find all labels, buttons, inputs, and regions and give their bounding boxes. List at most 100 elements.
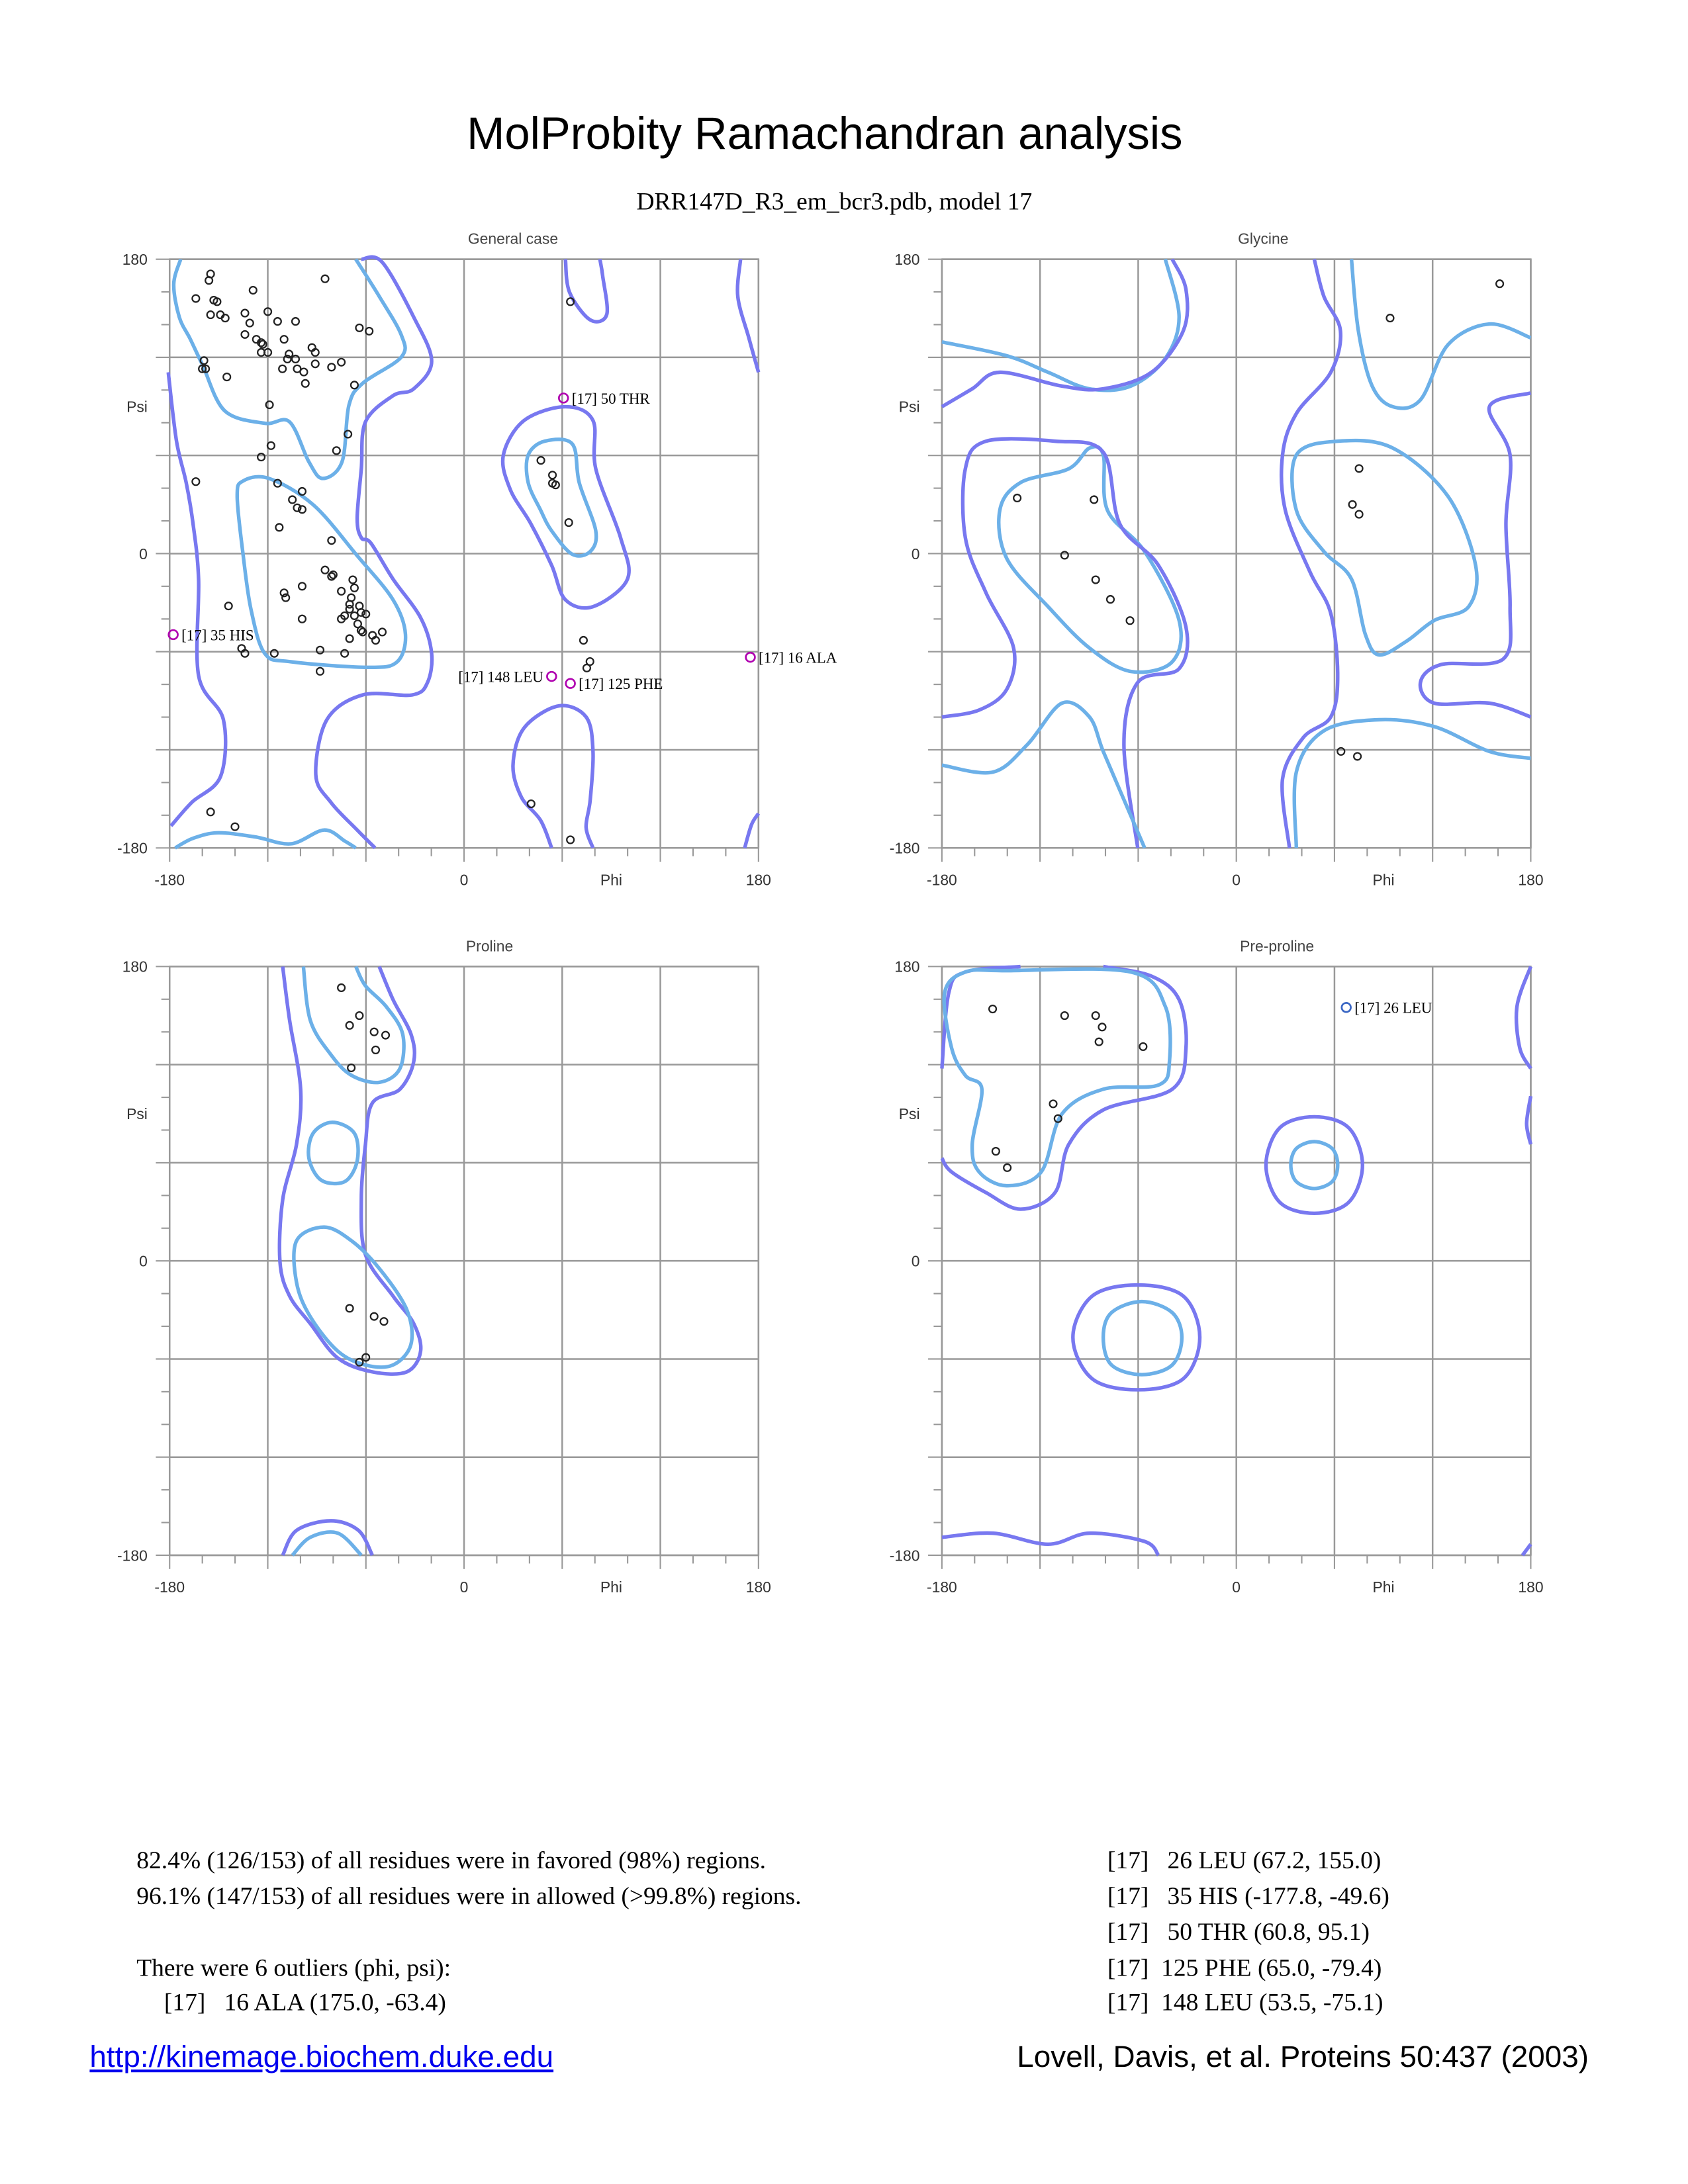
outlier-item: [17] 148 LEU (53.5, -75.1) bbox=[1107, 1988, 1383, 2016]
y-tick-label: 180 bbox=[894, 958, 919, 976]
data-point bbox=[371, 635, 381, 645]
favored-contour bbox=[1289, 1140, 1340, 1191]
outlier-point bbox=[546, 670, 557, 682]
outlier-label: [17] 125 PHE bbox=[579, 676, 663, 692]
data-point bbox=[536, 456, 545, 465]
data-point bbox=[1094, 1037, 1103, 1046]
data-point bbox=[566, 297, 575, 306]
data-point bbox=[582, 663, 592, 672]
data-point bbox=[320, 274, 330, 283]
plot-border bbox=[941, 258, 1532, 849]
data-point bbox=[381, 1030, 391, 1040]
data-point bbox=[263, 307, 273, 316]
y-tick-label: -180 bbox=[117, 1547, 148, 1564]
favored-contour bbox=[174, 828, 357, 850]
data-point bbox=[248, 285, 258, 295]
outlier-label: [17] 16 ALA bbox=[759, 649, 837, 666]
data-point bbox=[379, 1317, 389, 1326]
outlier-item: [17] 50 THR (60.8, 95.1) bbox=[1107, 1917, 1370, 1946]
allowed-contour bbox=[1071, 1283, 1202, 1392]
data-point bbox=[337, 983, 346, 993]
outlier-label: [17] 148 LEU bbox=[458, 668, 543, 685]
data-point bbox=[1139, 1042, 1148, 1051]
data-point bbox=[206, 310, 215, 320]
data-point bbox=[198, 364, 207, 373]
data-point bbox=[245, 318, 254, 328]
data-point bbox=[279, 335, 289, 344]
data-point bbox=[265, 400, 274, 410]
data-point bbox=[350, 583, 359, 592]
kinemage-link[interactable]: http://kinemage.biochem.duke.edu bbox=[89, 2039, 554, 2074]
favored-contour bbox=[941, 700, 1147, 849]
outlier-point bbox=[745, 651, 756, 663]
allowed-contour bbox=[1264, 1115, 1365, 1216]
x-tick-label: -180 bbox=[927, 871, 957, 888]
data-point bbox=[371, 1045, 381, 1054]
citation: Lovell, Davis, et al. Proteins 50:437 (2… bbox=[1017, 2039, 1589, 2074]
x-tick-label: 0 bbox=[1232, 871, 1241, 888]
data-point bbox=[356, 608, 365, 617]
data-point bbox=[285, 349, 294, 359]
data-point bbox=[278, 364, 287, 373]
data-point bbox=[548, 471, 557, 480]
contours bbox=[941, 258, 1532, 849]
contours bbox=[940, 964, 1533, 1557]
favored-contour bbox=[306, 1120, 360, 1186]
x-tick-label: 180 bbox=[746, 871, 771, 888]
data-point bbox=[353, 619, 362, 629]
x-tick-label: -180 bbox=[154, 871, 185, 888]
outlier-label: [17] 35 HIS bbox=[181, 627, 254, 643]
contours bbox=[166, 255, 761, 850]
data-point bbox=[347, 1063, 356, 1073]
data-point bbox=[273, 478, 282, 488]
data-point bbox=[1353, 752, 1362, 761]
data-point bbox=[269, 649, 279, 658]
allowed-contour bbox=[277, 966, 423, 1376]
plot-border bbox=[168, 966, 760, 1557]
favored-contour bbox=[301, 966, 406, 1085]
data-point bbox=[1336, 747, 1346, 756]
favored-contour bbox=[942, 967, 1172, 1188]
plot-title: Pre-proline bbox=[1240, 937, 1314, 954]
favored-contour bbox=[524, 437, 598, 558]
data-point bbox=[355, 1357, 364, 1367]
data-point bbox=[337, 357, 346, 367]
favored-contour bbox=[997, 444, 1183, 674]
data-point bbox=[1125, 616, 1135, 625]
data-point bbox=[279, 588, 289, 598]
allowed-contour bbox=[1524, 1095, 1533, 1145]
data-point bbox=[291, 317, 301, 326]
data-point bbox=[240, 330, 250, 339]
plot-border bbox=[168, 258, 760, 849]
data-point bbox=[315, 666, 325, 676]
y-axis-label: Psi bbox=[899, 1105, 920, 1122]
outlier-item: [17] 35 HIS (-177.8, -49.6) bbox=[1107, 1882, 1389, 1910]
data-point bbox=[348, 575, 357, 584]
data-point bbox=[1091, 575, 1100, 584]
data-point bbox=[240, 649, 250, 658]
allowed-contour bbox=[941, 1531, 1160, 1557]
data-point bbox=[297, 614, 307, 623]
data-point bbox=[350, 611, 359, 620]
y-axis-label: Psi bbox=[899, 398, 920, 415]
data-point bbox=[1354, 510, 1364, 519]
plot-title: Proline bbox=[466, 937, 513, 954]
data-point bbox=[337, 614, 346, 623]
favored-summary: 82.4% (126/153) of all residues were in … bbox=[136, 1846, 767, 1874]
plot-border bbox=[941, 966, 1532, 1557]
favored-contour bbox=[292, 1225, 414, 1369]
outlier-item: [17] 16 ALA (175.0, -63.4) bbox=[164, 1988, 446, 2016]
outlier-label: [17] 50 THR bbox=[572, 390, 651, 407]
data-point bbox=[526, 799, 536, 809]
favored-contour bbox=[1101, 1299, 1184, 1377]
allowed-contour bbox=[511, 704, 595, 849]
x-axis-label: Phi bbox=[600, 871, 622, 888]
favored-contour bbox=[1292, 717, 1531, 848]
outlier-point bbox=[1340, 1002, 1352, 1013]
data-point bbox=[257, 338, 266, 347]
x-tick-label: 180 bbox=[746, 1578, 771, 1596]
y-axis-label: Psi bbox=[126, 1105, 148, 1122]
allowed-contour bbox=[940, 964, 1188, 1211]
outlier-item: [17] 26 LEU (67.2, 155.0) bbox=[1107, 1846, 1382, 1874]
data-point bbox=[201, 364, 211, 373]
